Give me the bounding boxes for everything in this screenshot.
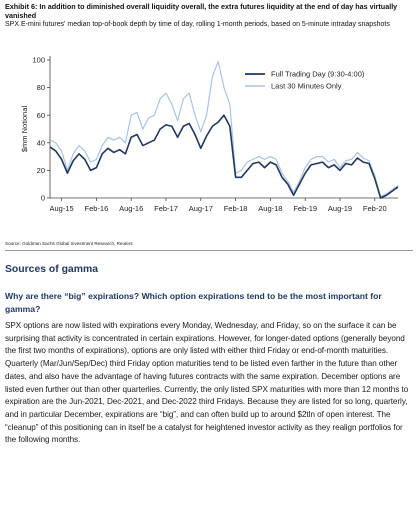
body-paragraph: SPX options are now listed with expirati… — [5, 321, 409, 445]
depth-chart-svg: 0 20 40 60 80 100 Aug-15 Feb-16 Aug-16 Feb-17 Aug-… — [20, 56, 399, 213]
x-tick-label: Aug-15 — [50, 204, 74, 213]
depth-chart: 0 20 40 60 80 100 Aug-15 Feb-16 Aug-16 Feb-17 Aug-… — [0, 48, 418, 238]
y-tick-label: 40 — [37, 138, 45, 147]
x-tick-label: Feb-20 — [363, 204, 387, 213]
chart-legend: Full Trading Day (9:30-4:00) Last 30 Minu… — [245, 70, 365, 91]
y-tick-label: 100 — [32, 56, 45, 65]
section-heading: Sources of gamma — [5, 264, 98, 275]
chart-axes: 0 20 40 60 80 100 Aug-15 Feb-16 Aug-16 Feb-17 Aug-… — [20, 56, 398, 213]
y-tick-label: 80 — [37, 83, 45, 92]
source-note: Source: Goldman Sachs Global Investment … — [5, 241, 133, 246]
series-last-30-minutes — [49, 60, 399, 198]
exhibit-title: Exhibit 6: In addition to diminished ove… — [5, 2, 398, 20]
y-tick-label: 20 — [37, 166, 45, 175]
section-question: Why are there “big” expirations? Which o… — [5, 291, 382, 314]
legend-label: Full Trading Day (9:30-4:00) — [271, 70, 365, 79]
legend-label: Last 30 Minutes Only — [271, 82, 342, 91]
x-tick-label: Feb-19 — [293, 204, 317, 213]
x-tick-label: Feb-16 — [85, 204, 109, 213]
exhibit-subtitle: SPX E-mini futures' median top-of-book d… — [5, 21, 390, 28]
x-tick-label: Aug-19 — [328, 204, 352, 213]
x-tick-label: Aug-16 — [119, 204, 143, 213]
y-tick-label: 60 — [37, 111, 45, 120]
x-tick-label: Aug-18 — [258, 204, 282, 213]
divider — [5, 250, 413, 251]
y-tick-label: 0 — [41, 194, 45, 203]
y-axis-label: $mm Notional — [20, 106, 29, 153]
series-full-trading-day — [49, 114, 399, 199]
x-tick-label: Feb-18 — [224, 204, 248, 213]
chart-series — [49, 60, 399, 199]
x-tick-label: Aug-17 — [189, 204, 213, 213]
x-tick-label: Feb-17 — [154, 204, 178, 213]
